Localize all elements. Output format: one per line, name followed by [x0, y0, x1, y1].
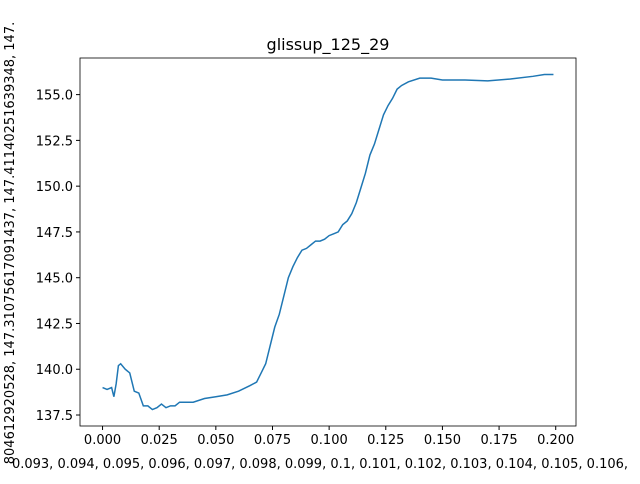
y-tick-label: 140.0 [36, 363, 73, 378]
y-tick-label: 155.0 [36, 89, 73, 104]
y-tick-label: 150.0 [36, 180, 73, 195]
x-tick-label: 0.100 [311, 433, 348, 448]
x-tick-label: 0.050 [197, 433, 234, 448]
y-tick-label: 142.5 [36, 317, 73, 332]
y-axis-label: 804612920528, 147.31075617091437, 147.41… [3, 22, 18, 464]
line-series [102, 73, 554, 411]
x-tick-label: 0.150 [424, 433, 461, 448]
x-tick-label: 0.125 [367, 433, 404, 448]
chart-title: glissup_125_29 [267, 35, 390, 55]
y-tick-label: 145.0 [36, 272, 73, 287]
x-tick-label: 0.025 [141, 433, 178, 448]
x-tick-label: 0.175 [480, 433, 517, 448]
x-tick-label: 0.200 [537, 433, 574, 448]
plot-frame [79, 57, 577, 427]
x-tick-label: 0.000 [84, 433, 121, 448]
x-axis-label: 0.093, 0.094, 0.095, 0.096, 0.097, 0.098… [12, 457, 628, 472]
y-tick-label: 137.5 [36, 409, 73, 424]
x-tick-label: 0.075 [254, 433, 291, 448]
y-tick-label: 147.5 [36, 226, 73, 241]
y-tick-label: 152.5 [36, 134, 73, 149]
